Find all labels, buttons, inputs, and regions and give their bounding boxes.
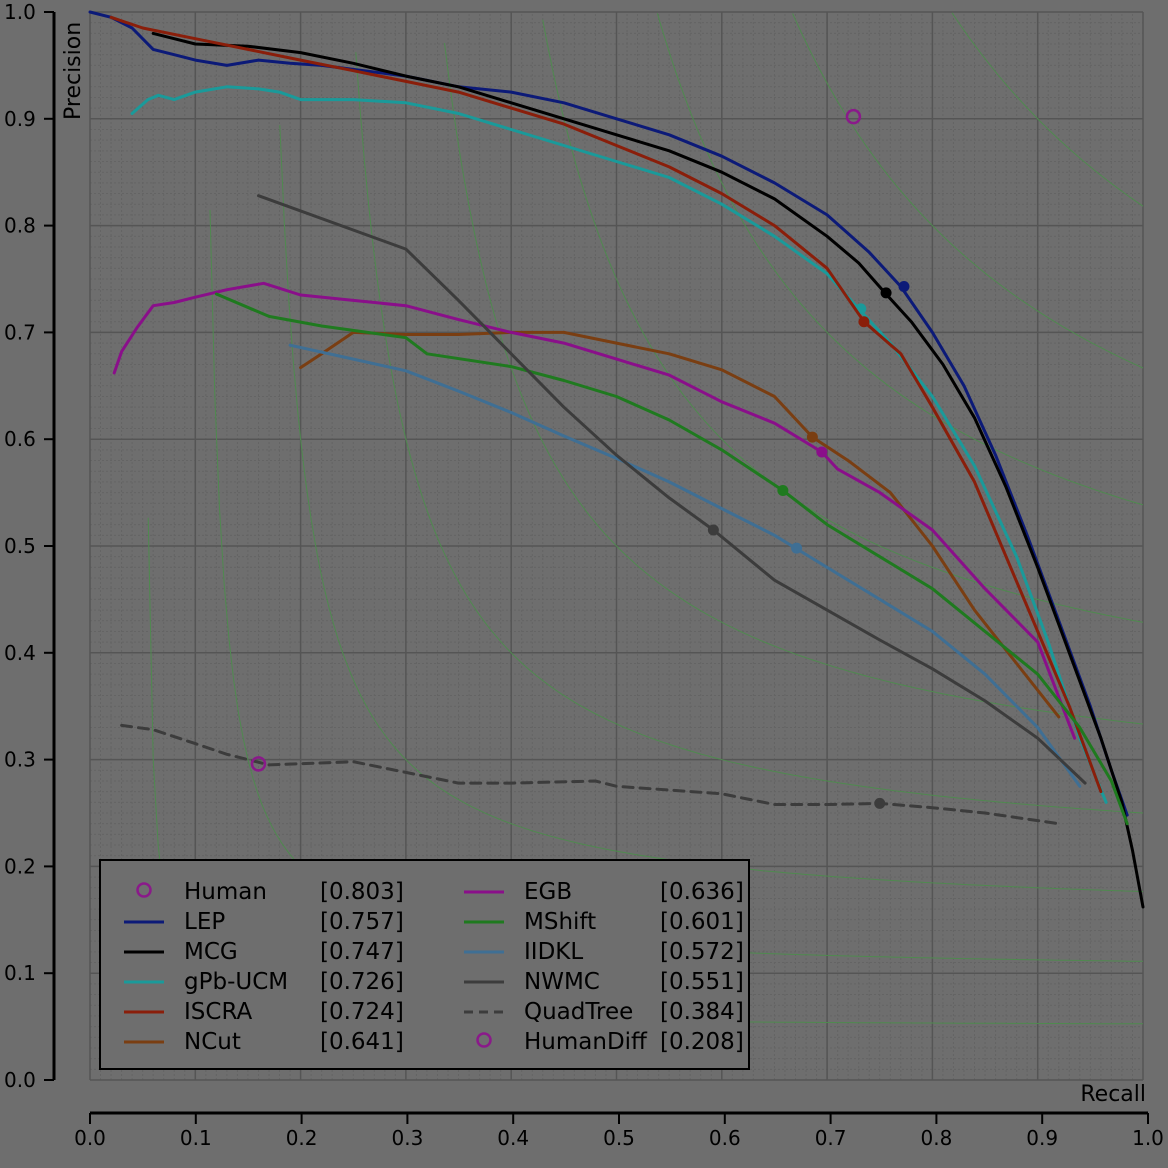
x-tick-label: 0.9 (1026, 1126, 1058, 1150)
x-tick-label: 0.6 (709, 1126, 741, 1150)
legend-score-ncut: [0.641] (320, 1029, 404, 1055)
legend-label-iscra: ISCRA (184, 999, 252, 1025)
legend-label-human: Human (184, 879, 267, 905)
series-marker-human (845, 108, 862, 125)
legend-score-humandiff: [0.208] (660, 1029, 744, 1055)
series-line-iscra (109, 15, 1103, 794)
y-tick-label: 0.8 (4, 214, 36, 238)
x-tick-label: 0.5 (603, 1126, 635, 1150)
legend-swatch-humandiff (476, 1032, 492, 1048)
series-line-quadtree (120, 723, 1061, 826)
operating-point-egb (816, 446, 828, 458)
series-line-iidkl (288, 343, 1082, 788)
operating-point-mshift (777, 484, 789, 496)
legend-score-quadtree: [0.384] (660, 999, 744, 1025)
iso-f-curve (542, 19, 1144, 623)
legend-score-iscra: [0.724] (320, 999, 404, 1025)
iso-f-curve (355, 52, 1144, 814)
legend-score-mshift: [0.601] (660, 909, 744, 935)
x-axis-title: Recall (1080, 1082, 1146, 1107)
legend-label-egb: EGB (524, 879, 572, 905)
y-tick-label: 0.0 (4, 1068, 36, 1092)
x-tick-label: 0.1 (180, 1126, 212, 1150)
x-tick-label: 1.0 (1132, 1126, 1164, 1150)
series-line-nwmc (257, 194, 1087, 785)
y-tick-label: 0.9 (4, 107, 36, 131)
legend-box (99, 859, 750, 1070)
y-axis-title: Precision (61, 22, 86, 120)
legend-score-gpb-ucm: [0.726] (320, 969, 404, 995)
legend-score-iidkl: [0.572] (660, 939, 744, 965)
legend-score-mcg: [0.747] (320, 939, 404, 965)
series-line-mshift (214, 292, 1129, 826)
x-tick-label: 0.0 (74, 1126, 106, 1150)
y-tick-label: 0.4 (4, 641, 36, 665)
legend-score-lep: [0.757] (320, 909, 404, 935)
y-tick-label: 0.7 (4, 320, 36, 344)
legend-label-nwmc: NWMC (524, 969, 600, 995)
series-line-mcg (151, 31, 1145, 909)
iso-f-curve (951, 12, 1144, 207)
legend-swatch-human (136, 882, 152, 898)
x-tick-label: 0.8 (920, 1126, 952, 1150)
legend-label-lep: LEP (184, 909, 225, 935)
series-layer (88, 10, 1145, 909)
series-line-gpb-ucm (130, 85, 1108, 804)
legend-label-mcg: MCG (184, 939, 238, 965)
legend-score-nwmc: [0.551] (660, 969, 744, 995)
legend-score-human: [0.803] (320, 879, 404, 905)
y-tick-label: 0.6 (4, 427, 36, 451)
y-tick-label: 0.3 (4, 748, 36, 772)
operating-point-iidkl (791, 542, 803, 554)
legend-label-iidkl: IIDKL (524, 939, 583, 965)
legend-label-ncut: NCut (184, 1029, 241, 1055)
iso-f-curve (209, 209, 1143, 962)
y-tick-label: 0.5 (4, 534, 36, 558)
y-tick-label: 1.0 (4, 0, 36, 24)
y-tick-label: 0.2 (4, 854, 36, 878)
series-marker-humandiff (250, 756, 267, 772)
legend-score-egb: [0.636] (660, 879, 744, 905)
legend-label-quadtree: QuadTree (524, 999, 633, 1025)
operating-point-ncut (806, 431, 818, 443)
operating-point-mcg (880, 287, 892, 299)
operating-point-nwmc (707, 524, 719, 536)
operating-point-iscra (858, 316, 870, 328)
ticks: 0.0 0.1 0.2 0.3 0.4 0.5 0.6 0.7 0.8 0.9 1.0 0.0 0.1 0… (4, 0, 1164, 1150)
legend: Human [0.803] LEP [0.757] MCG [0.747] gPb-UCM [… (99, 859, 750, 1070)
x-tick-label: 0.4 (497, 1126, 529, 1150)
x-tick-label: 0.7 (815, 1126, 847, 1150)
x-tick-label: 0.2 (286, 1126, 318, 1150)
operating-point-lep (898, 280, 910, 292)
legend-label-mshift: MShift (524, 909, 596, 935)
legend-label-gpb-ucm: gPb-UCM (184, 969, 288, 995)
x-tick-label: 0.3 (391, 1126, 423, 1150)
series-line-egb (112, 281, 1077, 740)
y-tick-label: 0.1 (4, 961, 36, 985)
operating-point-quadtree (874, 797, 886, 809)
iso-f-curve (444, 42, 1144, 725)
series-line-lep (88, 10, 1129, 817)
legend-label-humandiff: HumanDiff (524, 1029, 648, 1055)
series-line-ncut (299, 330, 1061, 719)
